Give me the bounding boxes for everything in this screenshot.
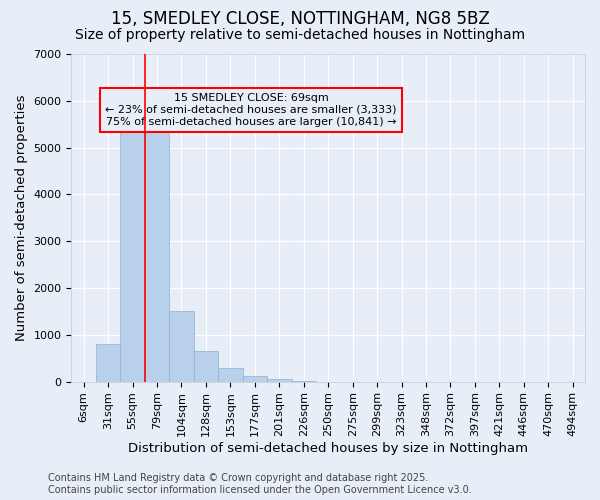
Text: Size of property relative to semi-detached houses in Nottingham: Size of property relative to semi-detach…: [75, 28, 525, 42]
Bar: [292, 380, 316, 382]
Y-axis label: Number of semi-detached properties: Number of semi-detached properties: [15, 94, 28, 341]
Bar: [267, 380, 292, 382]
X-axis label: Distribution of semi-detached houses by size in Nottingham: Distribution of semi-detached houses by …: [128, 442, 528, 455]
Bar: [242, 376, 267, 382]
Text: Contains HM Land Registry data © Crown copyright and database right 2025.
Contai: Contains HM Land Registry data © Crown c…: [48, 474, 472, 495]
Bar: [194, 351, 218, 382]
Bar: [145, 124, 169, 382]
Bar: [169, 312, 194, 382]
Bar: [96, 344, 121, 382]
Text: 15, SMEDLEY CLOSE, NOTTINGHAM, NG8 5BZ: 15, SMEDLEY CLOSE, NOTTINGHAM, NG8 5BZ: [110, 10, 490, 28]
Text: 15 SMEDLEY CLOSE: 69sqm
← 23% of semi-detached houses are smaller (3,333)
75% of: 15 SMEDLEY CLOSE: 69sqm ← 23% of semi-de…: [106, 94, 397, 126]
Bar: [121, 124, 145, 382]
Bar: [218, 368, 242, 382]
